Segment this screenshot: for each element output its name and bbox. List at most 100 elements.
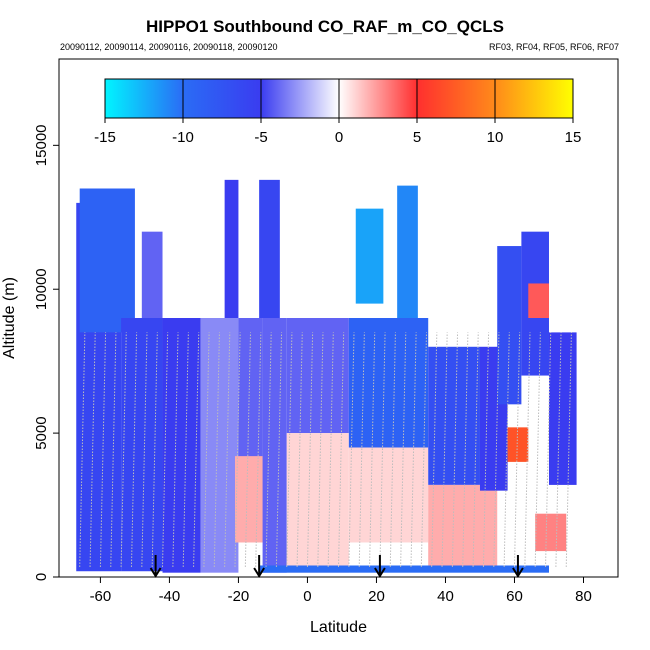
heatmap-cell: [224, 179, 239, 318]
flight-trace: [441, 332, 448, 567]
flight-trace: [420, 332, 427, 567]
y-tick-label: 10000: [33, 268, 50, 310]
heatmap-cell: [259, 179, 280, 318]
colorbar-tick-label: -15: [94, 129, 116, 146]
flight-trace: [224, 332, 231, 567]
heatmap-cell: [259, 565, 549, 573]
heatmap-cell: [162, 318, 201, 573]
flight-trace: [234, 332, 241, 567]
chart-flights: RF03, RF04, RF05, RF06, RF07: [488, 42, 619, 52]
flight-trace: [431, 332, 438, 567]
flight-trace: [389, 332, 396, 567]
flight-trace: [358, 332, 365, 567]
flight-trace: [451, 332, 459, 567]
flight-trace: [327, 332, 334, 567]
y-tick-label: 15000: [33, 124, 50, 166]
y-axis-label: Altitude (m): [1, 277, 18, 359]
flight-trace: [244, 332, 252, 567]
chart-title: HIPPO1 Southbound CO_RAF_m_CO_QCLS: [146, 17, 504, 36]
x-tick-label: 20: [368, 588, 385, 605]
x-tick-label: -20: [228, 588, 250, 605]
arrow-head: [253, 567, 265, 578]
flight-trace: [306, 332, 314, 567]
colorbar-tick-label: 5: [413, 129, 421, 146]
flight-trace: [141, 332, 148, 567]
flight-trace: [296, 332, 303, 567]
chart-dates: 20090112, 20090114, 20090116, 20090118, …: [60, 42, 278, 52]
y-axis: 0 5000 10000 15000: [33, 124, 59, 581]
y-tick-label: 5000: [33, 416, 50, 449]
colorbar-tick-label: 15: [565, 129, 582, 146]
plot-frame: [58, 58, 619, 578]
flight-trace: [482, 332, 490, 567]
flight-trace: [545, 332, 552, 567]
flight-trace: [203, 332, 210, 567]
heatmap-cell: [397, 185, 418, 318]
flight-trace: [555, 332, 562, 567]
colorbar: -15 -10 -5 0 5 10 15: [94, 78, 582, 146]
heatmap-cell: [234, 456, 267, 543]
colorbar-tick-label: -10: [172, 129, 194, 146]
flight-trace: [89, 332, 96, 567]
flight-trace: [338, 332, 345, 567]
flight-trace: [369, 332, 376, 567]
heatmap-cell: [355, 208, 384, 304]
flight-trace: [120, 332, 127, 567]
x-axis-label: Latitude: [310, 619, 367, 636]
x-axis: -60 -40 -20 0 20 40 60 80: [90, 577, 592, 605]
heatmap-cell: [121, 318, 163, 572]
flight-trace: [193, 332, 200, 567]
arrow-head: [149, 567, 162, 578]
flight-trace: [348, 332, 355, 567]
plot-area: [76, 179, 577, 573]
x-tick-label: -60: [90, 588, 112, 605]
flight-trace: [534, 332, 541, 567]
flight-trace: [255, 332, 262, 567]
flight-trace: [172, 332, 179, 567]
flight-trace: [524, 332, 531, 567]
heatmap-cell: [348, 447, 429, 543]
flight-trace: [410, 332, 417, 567]
flight-trace: [182, 332, 189, 567]
flight-trace: [110, 332, 117, 567]
flight-trace: [162, 332, 169, 567]
flight-trace: [275, 332, 283, 567]
flight-trace: [151, 332, 158, 567]
flight-trace: [130, 332, 138, 567]
flight-trace: [565, 332, 572, 567]
flight-trace: [493, 332, 500, 567]
heatmap-cell: [528, 283, 549, 318]
flight-trace: [265, 332, 272, 567]
heatmap-cell: [79, 188, 135, 333]
x-tick-label: 80: [575, 588, 592, 605]
colorbar-tick-label: -5: [254, 129, 267, 146]
colorbar-tick-label: 10: [487, 129, 504, 146]
flight-trace: [79, 332, 86, 567]
heatmap-cell: [548, 332, 577, 485]
flight-trace: [317, 332, 324, 567]
arrow-head: [374, 567, 386, 578]
heatmap-cell: [535, 513, 567, 552]
x-tick-label: 60: [506, 588, 523, 605]
flight-trace: [400, 332, 407, 567]
arrow-head: [512, 567, 524, 578]
heatmap-cell: [497, 246, 522, 405]
x-tick-label: 40: [437, 588, 454, 605]
flight-trace: [472, 332, 479, 567]
latitude-arrows: [149, 555, 524, 578]
flight-trace: [286, 332, 293, 567]
heatmap-cell: [141, 231, 163, 318]
x-tick-label: -40: [159, 588, 181, 605]
heatmap-cell: [348, 318, 429, 448]
flight-trace: [379, 332, 386, 567]
heatmap-cell: [428, 346, 480, 485]
flight-trace: [513, 332, 521, 567]
y-tick-label: 0: [33, 573, 50, 581]
heatmap-cell: [286, 433, 349, 573]
x-tick-label: 0: [303, 588, 311, 605]
flight-trace: [462, 332, 469, 567]
flight-trace: [213, 332, 220, 567]
heatmap-cell: [286, 318, 349, 434]
flight-trace: [503, 332, 510, 567]
